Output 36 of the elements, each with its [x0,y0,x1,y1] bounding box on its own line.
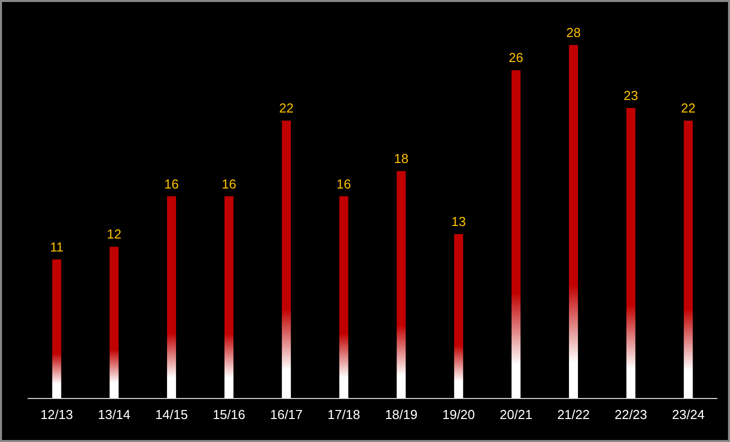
bar [396,171,406,398]
data-label: 18 [394,151,408,166]
data-label: 26 [508,50,524,66]
x-tick-label: 16/17 [270,407,303,422]
bar [52,259,62,398]
data-label: 28 [566,25,581,40]
bar [224,196,234,398]
x-tick-label: 15/16 [212,407,246,422]
bar [684,120,693,398]
x-tick-label: 21/22 [557,407,590,422]
bar [110,246,119,398]
x-tick-label: 12/13 [40,407,73,422]
data-label: 13 [451,214,466,230]
bar [512,70,521,398]
bar [339,196,348,398]
x-tick-label: 13/14 [98,407,130,422]
x-tick-label: 20/21 [500,407,532,422]
bar [167,196,176,398]
data-label: 16 [336,176,352,192]
data-label: 11 [50,239,64,254]
x-tick-label: 22/23 [614,407,648,422]
x-tick-label: 19/20 [442,407,475,422]
x-tick-label: 17/18 [328,407,360,422]
bar [568,45,578,398]
x-tick-label: 14/15 [155,407,188,422]
data-label: 22 [279,100,294,116]
x-tick-label: 18/19 [384,407,418,422]
data-label: 16 [164,176,179,192]
bar [454,234,464,398]
data-label: 22 [681,100,696,116]
data-label: 12 [106,226,122,242]
bar [626,108,636,398]
x-tick-label: 23/24 [672,407,705,422]
data-label: 23 [624,88,638,104]
bar [282,120,291,398]
data-label: 16 [222,176,236,192]
